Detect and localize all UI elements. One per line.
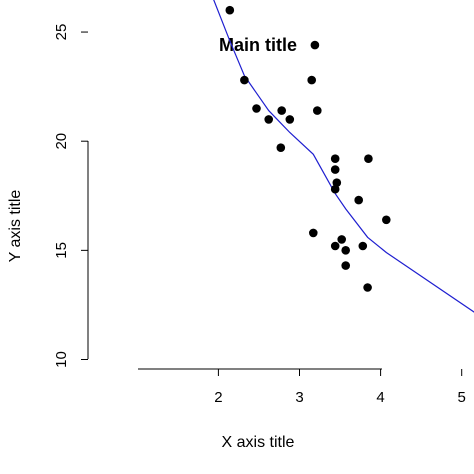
data-point: [307, 75, 317, 85]
data-point: [309, 228, 318, 238]
data-point: [330, 165, 340, 174]
data-point: [354, 195, 364, 205]
x-axis-ticks: 2 3 4 5: [214, 369, 466, 406]
x-tick-label: 5: [458, 389, 466, 406]
data-point: [264, 115, 274, 124]
data-point: [330, 154, 340, 163]
x-tick-label: 3: [295, 389, 303, 406]
trend-line: [213, 0, 474, 313]
data-point: [330, 184, 340, 194]
y-axis-ticks: 1015202530: [53, 24, 88, 368]
data-point: [240, 75, 249, 85]
data-point: [341, 246, 351, 255]
chart-title: Main title: [219, 35, 297, 55]
y-tick-label: 10: [53, 351, 70, 368]
data-points: [225, 5, 391, 292]
y-tick-label: 15: [53, 242, 70, 259]
data-point: [276, 143, 286, 152]
data-point: [330, 241, 340, 251]
y-tick-label: 25: [53, 24, 70, 41]
x-tick-label: 4: [376, 389, 384, 406]
data-point: [252, 104, 261, 113]
data-point: [277, 106, 287, 115]
x-axis-title: X axis title: [222, 434, 295, 451]
data-point: [313, 106, 322, 115]
y-tick-label: 20: [53, 133, 70, 150]
y-axis-title: Y axis title: [7, 190, 24, 263]
data-point: [358, 241, 368, 251]
data-point: [332, 178, 342, 187]
data-point: [382, 215, 391, 225]
data-point: [337, 235, 347, 244]
data-point: [364, 154, 373, 163]
data-point: [310, 40, 320, 50]
data-point: [225, 5, 235, 15]
data-point: [341, 261, 351, 270]
data-point: [285, 115, 295, 124]
trend-line-group: [213, 0, 474, 313]
x-tick-label: 2: [214, 389, 222, 406]
data-point: [363, 283, 372, 292]
